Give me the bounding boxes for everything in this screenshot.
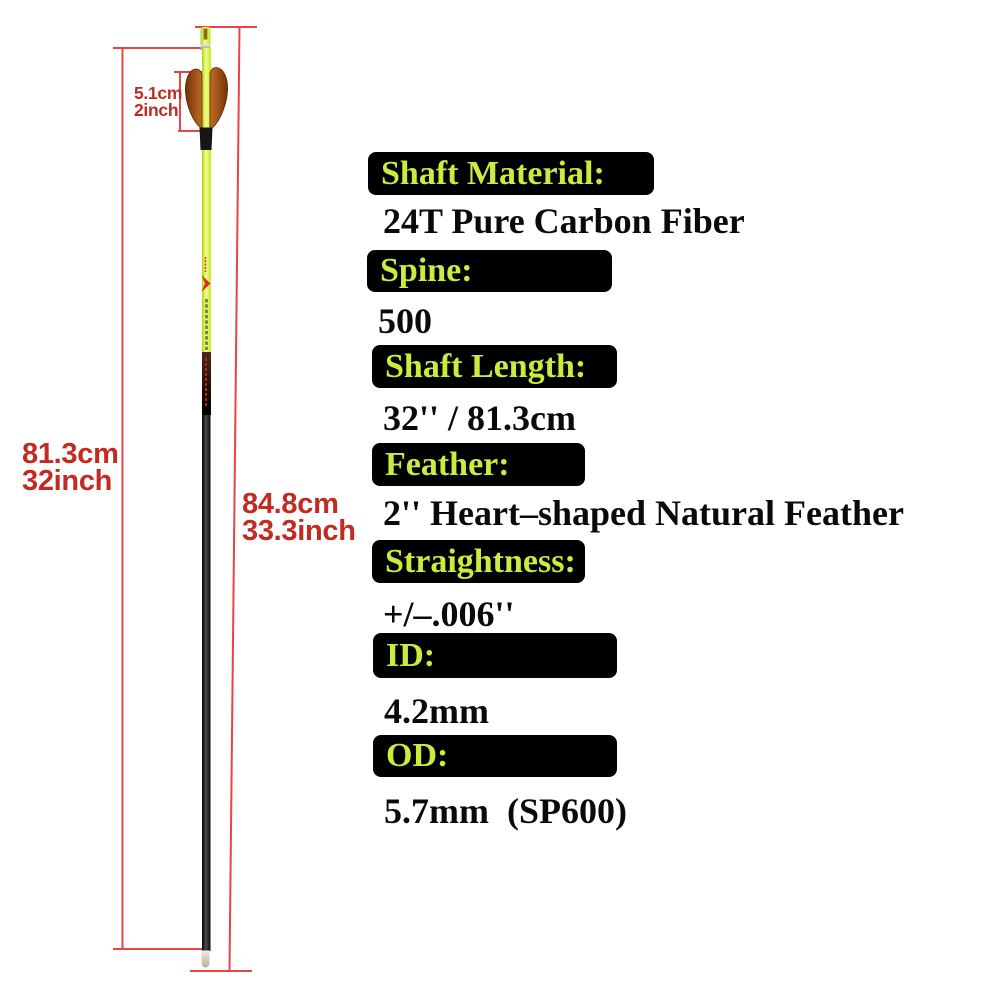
spec-value: 500 [378, 301, 432, 341]
spec-label-bar: Spine: [367, 250, 612, 292]
spec-row-id: ID: 4.2mm [373, 633, 617, 732]
total-length-cm: 84.8cm [242, 488, 339, 520]
shaft-length-annotation: 81.3cm 32inch [22, 438, 119, 497]
nock-collar [200, 44, 211, 50]
spec-value: +/–.006'' [383, 594, 515, 634]
brand-swoosh-icon [201, 275, 211, 292]
fletching-wrap [199, 127, 213, 150]
shaft-length-inch: 32inch [22, 465, 113, 497]
spec-label-bar: ID: [373, 633, 617, 678]
spec-label: ID: [386, 636, 436, 674]
arrow-shaft-lower [202, 415, 211, 951]
feather-length-cm: 5.1cm [134, 83, 183, 103]
spec-label: Straightness: [385, 542, 576, 580]
spec-label-bar: Feather: [372, 443, 585, 486]
spec-label: Shaft Material: [381, 154, 605, 192]
spec-row-straightness: Straightness: +/–.006'' [372, 540, 585, 635]
spec-label: OD: [386, 737, 449, 774]
dimension-lines [113, 26, 257, 972]
arrow-shaft-upper [202, 48, 211, 356]
spec-value: 32'' / 81.3cm [383, 398, 576, 438]
spec-label-bar: Shaft Material: [368, 152, 654, 195]
spec-row-shaft-material: Shaft Material: 24T Pure Carbon Fiber [368, 152, 745, 242]
spec-label-bar: Shaft Length: [372, 345, 617, 388]
spec-value: 2'' Heart–shaped Natural Feather [383, 493, 904, 533]
feather-length-inch: 2inch [134, 100, 179, 120]
shaft-length-cm: 81.3cm [22, 438, 119, 470]
spec-value: 24T Pure Carbon Fiber [383, 201, 745, 241]
total-length-inch: 33.3inch [242, 515, 356, 547]
total-length-annotation: 84.8cm 33.3inch [242, 488, 356, 547]
spec-row-feather: Feather: 2'' Heart–shaped Natural Feathe… [372, 443, 904, 534]
spec-label: Feather: [385, 445, 510, 483]
spec-label: Shaft Length: [385, 347, 587, 385]
nock-slot [203, 28, 208, 40]
insert-tip [201, 951, 210, 968]
spec-row-od: OD: 5.7mm (SP600) [373, 735, 627, 832]
spec-label-bar: Straightness: [372, 540, 585, 583]
arrow-photo [185, 27, 228, 968]
feather-length-annotation: 5.1cm 2inch [134, 83, 183, 120]
spec-value: 5.7mm (SP600) [384, 791, 627, 831]
spec-label: Spine: [380, 252, 473, 289]
spec-row-spine: Spine: 500 [367, 250, 612, 342]
total-length-dim-line [228, 26, 241, 972]
spec-value: 4.2mm [384, 691, 489, 731]
spec-label-bar: OD: [373, 735, 617, 777]
spec-row-shaft-length: Shaft Length: 32'' / 81.3cm [372, 345, 617, 439]
feather-right-lobe [209, 67, 228, 130]
feather-left-lobe [185, 68, 203, 129]
